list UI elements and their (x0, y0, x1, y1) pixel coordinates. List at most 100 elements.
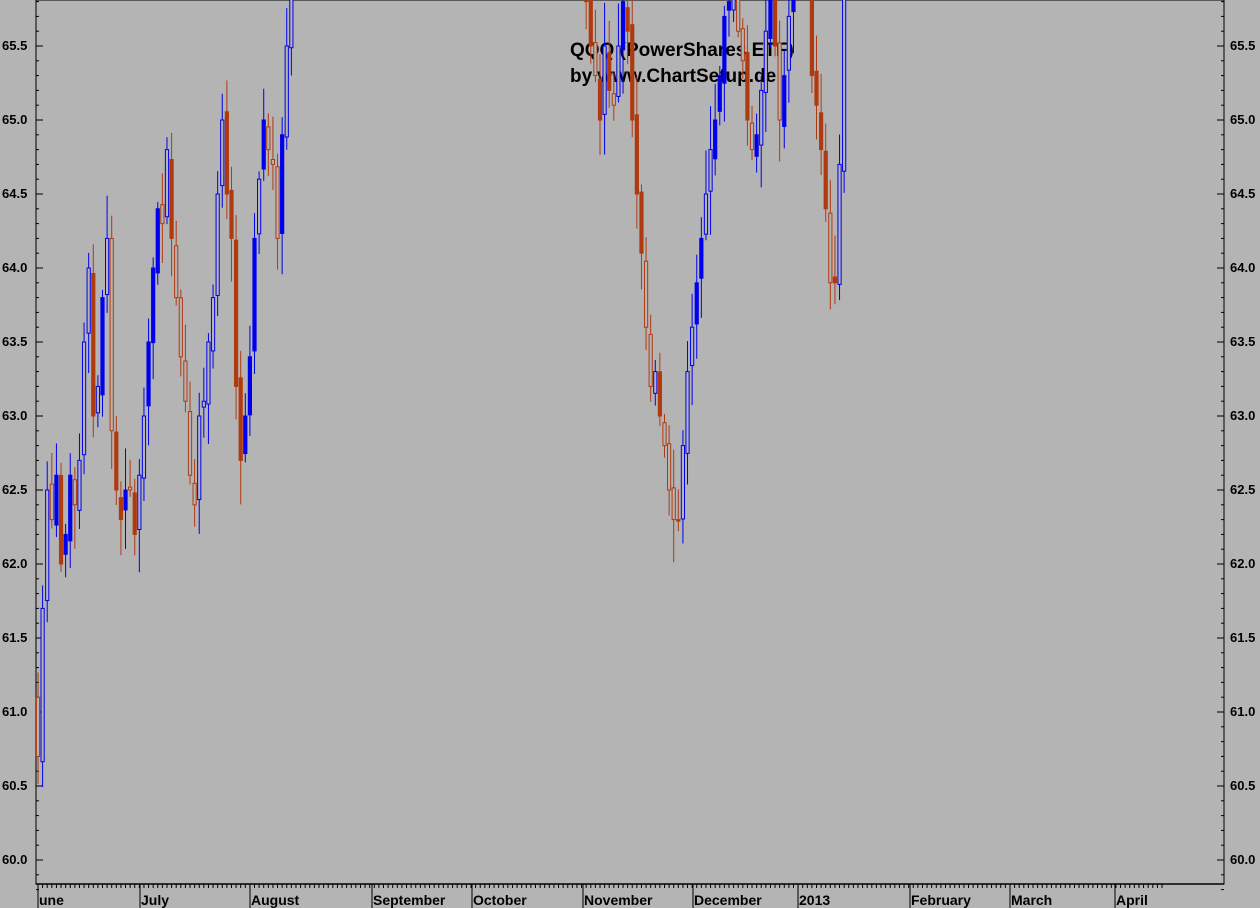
candle-up (197, 415, 202, 500)
candle-up (842, 0, 847, 172)
candle-up (763, 30, 768, 93)
candle-down (745, 51, 750, 121)
candle-up (210, 297, 216, 352)
candle-up (220, 119, 225, 187)
candle-up (768, 0, 773, 40)
candle-up (754, 134, 759, 157)
candle-up (68, 474, 73, 542)
candle-down (266, 126, 271, 151)
candle-up (703, 193, 709, 235)
candle-up (616, 45, 621, 97)
candle-down (611, 93, 616, 106)
y-tick-label-left: 64.0 (2, 260, 27, 275)
candle-down (178, 297, 183, 358)
candle-down (625, 7, 630, 32)
candle-down (823, 150, 828, 210)
candle-up (141, 415, 147, 479)
candle-up (786, 15, 791, 71)
candle-up (289, 0, 294, 49)
candle-down (588, 0, 593, 47)
x-month-label: April (1116, 892, 1148, 908)
chart-title: QQQ (PowerShares ETF) (570, 40, 794, 61)
candle-down (828, 212, 833, 284)
candle-up (252, 237, 257, 352)
y-tick-label-left: 63.0 (2, 408, 27, 423)
candle-down (72, 479, 77, 506)
x-month-label: une (39, 892, 64, 908)
candle-up (726, 1, 732, 11)
x-month-label: December (694, 892, 762, 908)
candle-down (118, 497, 124, 521)
candle-up (690, 326, 695, 367)
candle-down (58, 474, 64, 565)
candle-up (40, 607, 45, 763)
candle-up (215, 193, 220, 297)
candle-up (45, 489, 50, 602)
candle-down (229, 189, 234, 239)
x-month-label: July (141, 892, 169, 908)
candle-down (630, 24, 635, 121)
candle-down (676, 519, 681, 522)
candle-up (81, 341, 87, 456)
candle-up (164, 149, 170, 218)
candle-down (597, 78, 603, 121)
candle-down (772, 0, 778, 47)
y-tick-label-right: 65.5 (1230, 38, 1255, 53)
candle-up (206, 341, 211, 405)
candle-up (280, 134, 285, 234)
candle-down (224, 111, 229, 195)
candle-up (123, 489, 128, 511)
candle-down (160, 204, 165, 225)
y-tick-label-left: 60.0 (2, 852, 27, 867)
candle-up (100, 297, 105, 396)
candle-down (736, 0, 741, 32)
y-tick-label-right: 62.0 (1230, 556, 1255, 571)
candle-down (109, 237, 114, 432)
candle-down (809, 0, 815, 77)
y-tick-label-left: 64.5 (2, 186, 27, 201)
candle-down (238, 377, 243, 461)
y-tick-label-right: 63.5 (1230, 334, 1255, 349)
candle-down (671, 487, 676, 521)
y-tick-label-right: 63.0 (1230, 408, 1255, 423)
x-month-label: August (251, 892, 300, 908)
candle-down (634, 114, 639, 195)
candle-up (261, 119, 266, 170)
x-month-label: February (911, 892, 971, 908)
candle-up (257, 178, 262, 235)
y-tick-label-left: 62.0 (2, 556, 27, 571)
candle-up (602, 45, 607, 115)
candle-down (132, 492, 137, 535)
candle-up (653, 371, 658, 394)
candle-up (791, 0, 796, 13)
candle-down (814, 70, 819, 106)
x-month-label: October (473, 892, 527, 908)
candle-up (86, 267, 91, 334)
y-tick-label-left: 61.5 (2, 630, 27, 645)
candle-down (749, 122, 755, 151)
candle-up (717, 75, 722, 112)
x-month-label: November (584, 892, 653, 908)
candle-down (49, 483, 54, 521)
plot-frame (35, 0, 1225, 885)
candle-up (837, 163, 842, 285)
candle-up (104, 237, 110, 296)
candle-up (151, 267, 156, 344)
y-tick-label-right: 62.5 (1230, 482, 1255, 497)
candle-down (643, 260, 649, 328)
candle-down (607, 52, 612, 91)
candle-up (243, 415, 248, 455)
candle-down (648, 333, 653, 387)
candle-up (731, 0, 736, 11)
candle-up (713, 119, 718, 160)
candle-up (694, 282, 699, 325)
y-tick-label-left: 63.5 (2, 334, 27, 349)
candle-up (680, 445, 686, 520)
candle-up (722, 15, 727, 84)
candle-up (77, 459, 82, 511)
candle-down (740, 28, 745, 62)
y-tick-label-left: 65.0 (2, 112, 27, 127)
candle-down (584, 0, 589, 3)
candle-down (114, 431, 119, 491)
